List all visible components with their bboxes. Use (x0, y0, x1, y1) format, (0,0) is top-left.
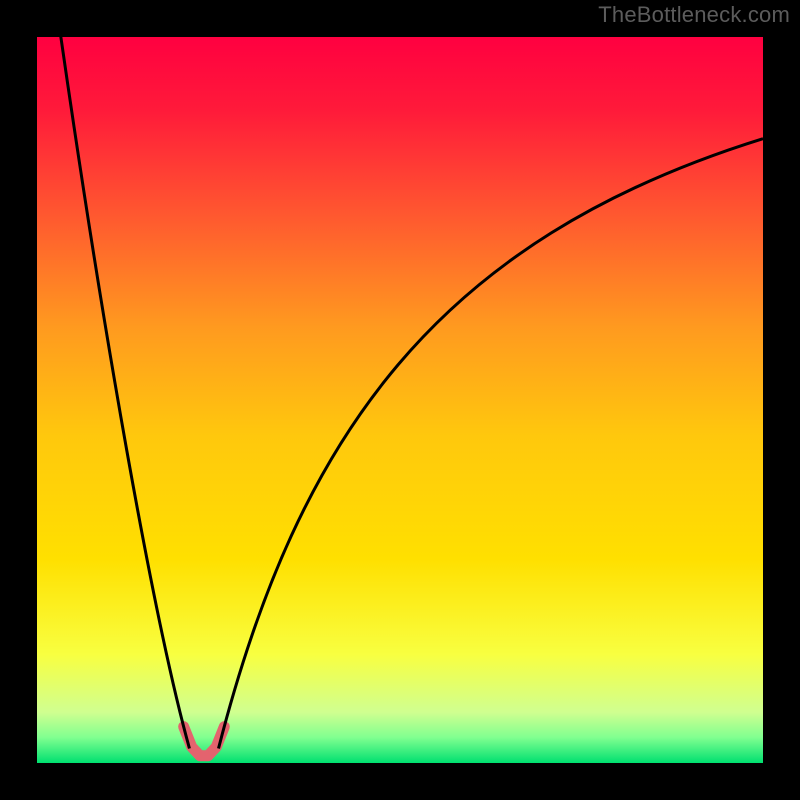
chart-svg (0, 0, 800, 800)
gradient-background (37, 37, 763, 763)
chart-stage: TheBottleneck.com (0, 0, 800, 800)
watermark-text: TheBottleneck.com (598, 2, 790, 28)
